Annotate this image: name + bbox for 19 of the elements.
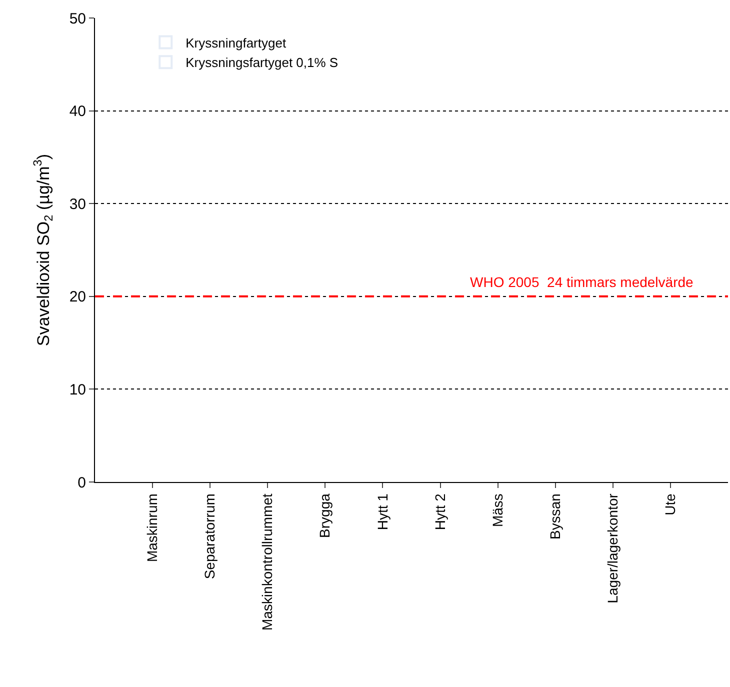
y-tick-label: 50 [69, 10, 86, 28]
x-tick-label: Mäss [489, 494, 506, 528]
y-tick-label: 0 [78, 474, 86, 492]
x-tick-label: Hytt 1 [374, 493, 390, 530]
x-tick-label: Hytt 2 [432, 493, 448, 530]
x-tick-label: Byssan [546, 494, 563, 540]
y-tick-label: 10 [69, 381, 86, 398]
y-tick-label: 20 [69, 288, 86, 306]
x-tick-label: Maskinrum [144, 494, 160, 562]
x-tick-label: Lager/lagerkontor [604, 493, 620, 604]
legend-label: Kryssningsfartyget 0,1% S [186, 55, 338, 70]
y-tick-label: 40 [69, 103, 86, 120]
x-tick-label: Maskinkontrollrummet [259, 494, 276, 631]
y-tick-label: 30 [69, 196, 86, 213]
x-tick-label: Separatorrum [202, 494, 218, 580]
x-tick-label: Ute [662, 493, 678, 516]
legend-label: Kryssningfartyget [186, 35, 286, 50]
x-tick-label: Brygga [316, 493, 333, 538]
ref-line-label: WHO 2005 24 timmars medelvärde [470, 274, 694, 290]
